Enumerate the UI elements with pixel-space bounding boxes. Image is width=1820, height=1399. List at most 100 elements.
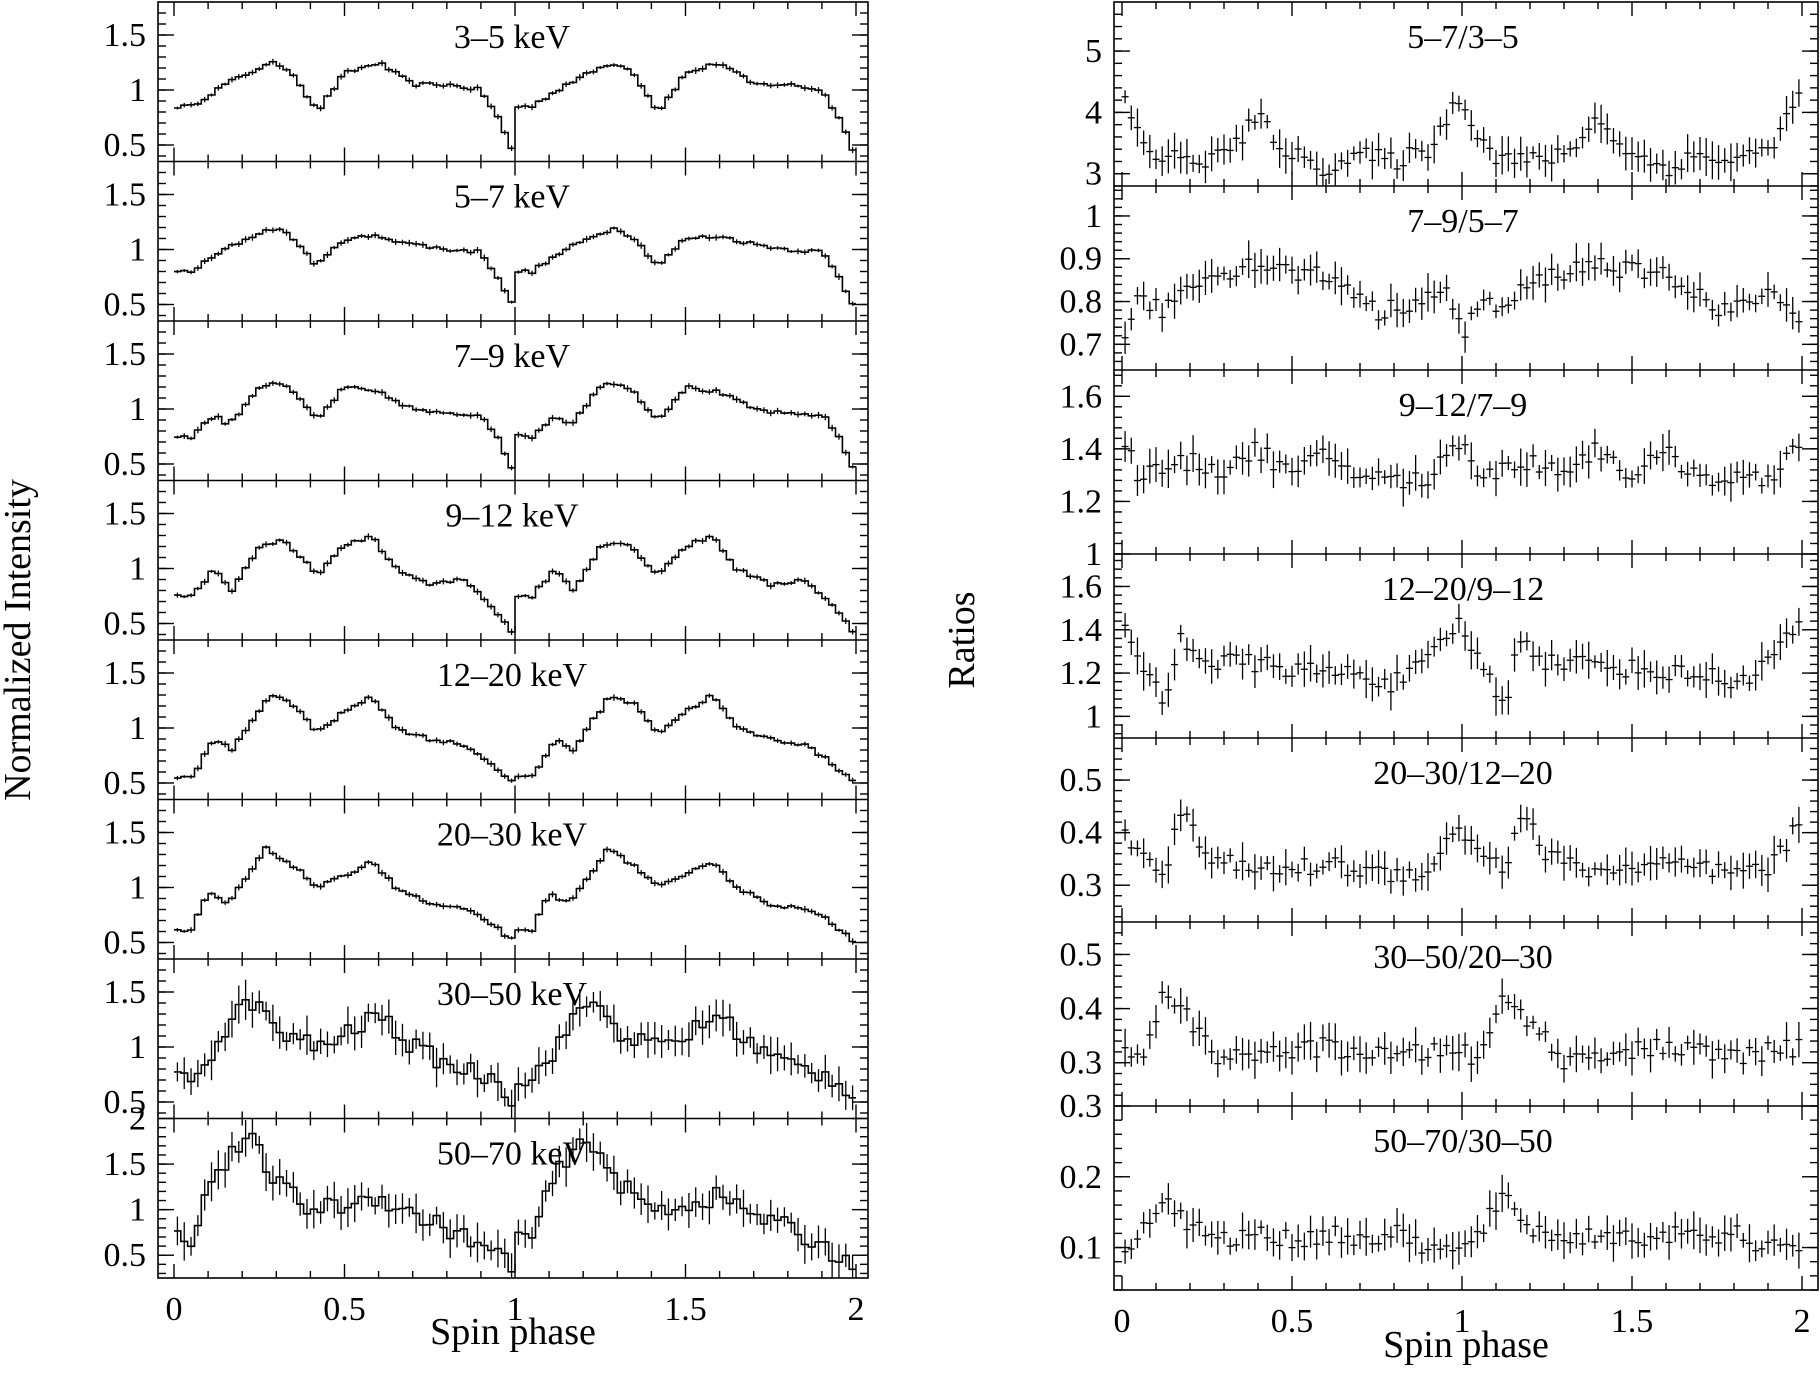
- data-point: [1263, 1041, 1271, 1064]
- data-point: [1164, 139, 1172, 174]
- data-point: [1127, 1047, 1135, 1067]
- data-point: [1424, 853, 1432, 891]
- data-point: [1770, 835, 1778, 874]
- data-point: [1653, 1028, 1661, 1051]
- data-point: [1430, 1227, 1438, 1263]
- data-point: [1189, 1207, 1197, 1243]
- y-tick-label: 4: [1085, 94, 1102, 131]
- data-point: [1511, 638, 1519, 672]
- data-point: [1597, 242, 1605, 275]
- data-point: [1461, 621, 1469, 651]
- right-chart: 3 4 5 5–7/3–5 0.7 0.8 0.9 1 7–9/5–7 1 1.2 1.4 1.6 9–1…: [941, 1, 1819, 1366]
- data-point: [1597, 862, 1605, 876]
- data-point: [1690, 281, 1698, 313]
- data-point: [1492, 677, 1500, 716]
- data-point: [1733, 1038, 1741, 1063]
- data-point: [1313, 664, 1321, 683]
- data-point: [1331, 847, 1339, 869]
- data-point: [1727, 463, 1735, 502]
- data-point: [1739, 459, 1747, 495]
- data-point: [1677, 277, 1685, 296]
- data-point: [1653, 257, 1661, 287]
- data-point: [1375, 310, 1383, 330]
- data-point: [1208, 847, 1216, 879]
- data-point: [1628, 254, 1636, 271]
- data-point: [1257, 647, 1265, 673]
- right-panel-6: 0.3 0.4 0.5 30–50/20–30: [1060, 921, 1818, 1106]
- data-point: [1337, 267, 1345, 306]
- data-point: [1684, 858, 1692, 875]
- data-point: [1752, 660, 1760, 691]
- data-point: [1795, 433, 1803, 462]
- data-point: [1708, 141, 1716, 180]
- data-point: [1677, 845, 1685, 873]
- data-point: [1467, 631, 1475, 670]
- data-point: [1319, 1216, 1327, 1246]
- data-point: [1158, 146, 1166, 177]
- data-point: [1127, 840, 1135, 856]
- data-point: [1313, 151, 1321, 186]
- data-point: [1529, 1228, 1537, 1244]
- data-point: [1201, 1017, 1209, 1055]
- data-point: [1294, 265, 1302, 295]
- data-point: [1572, 1035, 1580, 1073]
- data-point: [1566, 265, 1574, 283]
- data-point: [1282, 138, 1290, 174]
- data-point: [1282, 668, 1290, 684]
- data-point: [1276, 129, 1284, 168]
- data-point: [1548, 838, 1556, 865]
- data-point: [1121, 819, 1129, 841]
- data-point: [1220, 1049, 1228, 1065]
- data-point: [1684, 670, 1692, 687]
- y-tick-label: 3: [1085, 156, 1102, 193]
- data-point: [1319, 271, 1327, 291]
- y-tick-label: 1.2: [1060, 483, 1103, 520]
- data-point: [1745, 853, 1753, 879]
- data-point: [1430, 125, 1438, 164]
- data-point: [1381, 1032, 1389, 1065]
- data-point: [1356, 1036, 1364, 1073]
- data-point: [1276, 1231, 1284, 1260]
- data-point: [1591, 862, 1599, 876]
- data-point: [1745, 675, 1753, 691]
- data-point: [1424, 640, 1432, 669]
- data-point: [1647, 148, 1655, 182]
- data-point: [1622, 136, 1630, 171]
- data-point: [1671, 847, 1679, 877]
- data-point: [1183, 996, 1191, 1022]
- data-point: [1121, 90, 1129, 104]
- data-point: [1449, 91, 1457, 114]
- data-point: [1702, 849, 1710, 875]
- data-point: [1764, 1230, 1772, 1255]
- panel-label: 50–70/30–50: [1373, 1123, 1552, 1160]
- y-tick-label: 1.5: [104, 655, 147, 692]
- data-point: [1251, 252, 1259, 289]
- data-point: [1715, 1229, 1723, 1257]
- data-point: [1220, 1221, 1228, 1244]
- data-point: [1739, 288, 1747, 313]
- data-point: [1337, 1227, 1345, 1258]
- data-point: [1603, 445, 1611, 464]
- data-point: [1368, 466, 1376, 491]
- data-point: [1715, 304, 1723, 327]
- data-point: [1344, 1218, 1352, 1255]
- y-tick-label: 2: [129, 1101, 146, 1138]
- profile-histogram: [174, 694, 856, 782]
- data-point: [1702, 292, 1710, 308]
- data-point: [1294, 1224, 1302, 1258]
- data-point: [1535, 646, 1543, 666]
- data-point: [1764, 140, 1772, 156]
- data-point: [1399, 298, 1407, 328]
- data-point: [1171, 283, 1179, 319]
- data-point: [1473, 465, 1481, 487]
- data-point: [1579, 440, 1587, 470]
- data-point: [1597, 1229, 1605, 1243]
- data-point: [1640, 448, 1648, 484]
- y-tick-label: 0.3: [1060, 867, 1103, 904]
- data-point: [1696, 849, 1704, 878]
- data-point: [1585, 243, 1593, 281]
- data-point: [1183, 138, 1191, 175]
- data-point: [1195, 648, 1203, 669]
- data-point: [1195, 1010, 1203, 1047]
- data-point: [1529, 808, 1537, 840]
